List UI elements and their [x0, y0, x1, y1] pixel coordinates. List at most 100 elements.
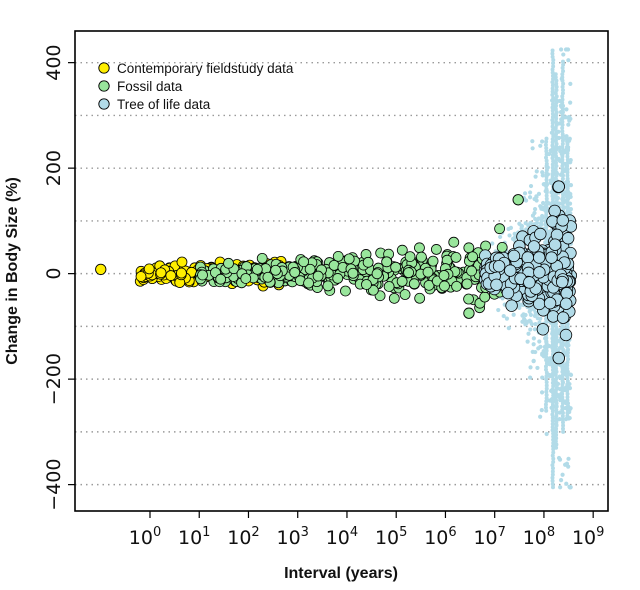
tree-of-life-cloud-dot — [560, 417, 565, 422]
tree-of-life-cloud-dot — [560, 91, 565, 96]
tree-of-life-cloud-dot — [553, 160, 558, 165]
tree-of-life-cloud-dot — [527, 309, 532, 314]
tree-of-life-cloud-dot — [565, 322, 570, 327]
tree-of-life-cloud-dot — [564, 481, 569, 486]
tree-of-life-cloud-dot — [553, 107, 558, 112]
tree-of-life-cloud-dot — [550, 396, 555, 401]
tree-of-life-cloud-dot — [550, 149, 555, 154]
tree-of-life-cloud-dot — [540, 139, 545, 144]
tree-of-life-cloud-dot — [544, 187, 549, 192]
tree-of-life-cloud-dot — [560, 379, 565, 384]
tree-of-life-cloud-dot — [534, 169, 539, 174]
tree-of-life-cloud-dot — [554, 338, 559, 343]
tree-of-life-cloud-dot — [543, 142, 548, 147]
tree-of-life-cloud-dot — [554, 398, 559, 403]
tree-of-life-cloud-dot — [554, 433, 559, 438]
tree-of-life-cloud-dot — [553, 132, 558, 137]
tree-of-life-cloud-dot — [544, 199, 549, 204]
tree-of-life-cloud-dot — [533, 216, 538, 222]
tree-of-life-cloud-dot — [524, 319, 529, 324]
data-point — [381, 256, 393, 268]
tree-of-life-cloud-dot — [560, 382, 565, 387]
tree-of-life-cloud-dot — [554, 198, 559, 203]
tree-of-life-cloud-dot — [568, 100, 573, 105]
tree-of-life-cloud-dot — [564, 136, 569, 141]
tree-of-life-cloud-dot — [511, 312, 516, 317]
tree-of-life-cloud-dot — [554, 97, 559, 102]
tree-of-life-cloud-dot — [554, 164, 559, 169]
tree-of-life-cloud-dot — [550, 194, 555, 199]
tree-of-life-cloud-dot — [535, 365, 540, 371]
data-point — [223, 257, 234, 269]
data-point — [559, 297, 573, 310]
data-point — [176, 256, 188, 268]
tree-of-life-cloud-dot — [534, 220, 540, 226]
tree-of-life-cloud-dot — [565, 189, 570, 194]
tree-of-life-cloud-dot — [544, 177, 549, 182]
legend-marker-tree-of-life — [98, 98, 110, 110]
x-tick-label: 104 — [326, 525, 358, 549]
data-point — [448, 236, 460, 248]
tree-of-life-cloud-dot — [550, 197, 555, 202]
tree-of-life-cloud-dot — [565, 382, 570, 387]
tree-of-life-cloud-dot — [550, 130, 555, 135]
tree-of-life-cloud-dot — [553, 372, 558, 377]
tree-of-life-cloud-dot — [554, 78, 559, 83]
tree-of-life-cloud-dot — [565, 195, 570, 200]
tree-of-life-cloud-dot — [560, 376, 565, 381]
x-tick-label: 109 — [572, 525, 604, 549]
tree-of-life-cloud-dot — [554, 334, 559, 339]
data-point — [312, 270, 324, 282]
tree-of-life-cloud-dot — [561, 148, 566, 153]
tree-of-life-cloud-dot — [560, 472, 565, 477]
tree-of-life-cloud-dot — [560, 110, 565, 115]
tree-of-life-cloud-dot — [565, 176, 570, 181]
tree-of-life-cloud-dot — [554, 100, 559, 105]
tree-of-life-cloud-dot — [554, 94, 559, 99]
tree-of-life-cloud-dot — [553, 126, 558, 131]
tree-of-life-cloud-dot — [561, 103, 566, 108]
tree-of-life-cloud-dot — [550, 475, 555, 480]
data-point — [256, 252, 268, 264]
tree-of-life-cloud-dot — [537, 339, 542, 344]
data-point — [521, 251, 534, 264]
tree-of-life-cloud-dot — [550, 402, 555, 407]
tree-of-life-cloud-dot — [560, 107, 565, 112]
tree-of-life-cloud-dot — [550, 156, 555, 161]
tree-of-life-cloud-dot — [560, 366, 565, 371]
data-point — [347, 267, 359, 279]
tree-of-life-cloud-dot — [550, 140, 555, 145]
tree-of-life-cloud-dot — [565, 353, 570, 358]
tree-of-life-cloud-dot — [560, 94, 565, 99]
tree-of-life-cloud-dot — [533, 349, 538, 355]
tree-of-life-cloud-dot — [551, 431, 556, 436]
tree-of-life-cloud-dot — [560, 135, 565, 140]
tree-of-life-cloud-dot — [550, 463, 555, 468]
legend-label-tree-of-life: Tree of life data — [117, 97, 211, 112]
tree-of-life-cloud-dot — [565, 350, 570, 355]
tree-of-life-cloud-dot — [550, 111, 555, 116]
tree-of-life-cloud-dot — [550, 92, 555, 97]
tree-of-life-cloud-dot — [524, 227, 529, 232]
tree-of-life-cloud-dot — [565, 395, 570, 400]
tree-of-life-cloud-dot — [540, 213, 545, 219]
tree-of-life-cloud-dot — [553, 75, 558, 80]
tree-of-life-cloud-dot — [554, 81, 559, 86]
tree-of-life-cloud-dot — [560, 420, 565, 425]
data-point — [534, 227, 547, 241]
tree-of-life-cloud-dot — [550, 412, 555, 417]
tree-of-life-cloud-dot — [550, 327, 555, 332]
data-point — [463, 293, 474, 305]
tree-of-life-cloud-dot — [544, 345, 549, 350]
tree-of-life-cloud-dot — [550, 124, 555, 129]
tree-of-life-cloud-dot — [560, 100, 565, 105]
data-point — [390, 261, 402, 273]
tree-of-life-cloud-dot — [565, 141, 570, 146]
data-point — [135, 271, 147, 282]
tree-of-life-cloud-dot — [506, 326, 511, 331]
data-point — [556, 311, 570, 324]
tree-of-life-cloud-dot — [550, 415, 555, 420]
data-point — [561, 232, 575, 245]
tree-of-life-cloud-dot — [510, 236, 516, 241]
tree-of-life-cloud-dot — [528, 327, 533, 332]
